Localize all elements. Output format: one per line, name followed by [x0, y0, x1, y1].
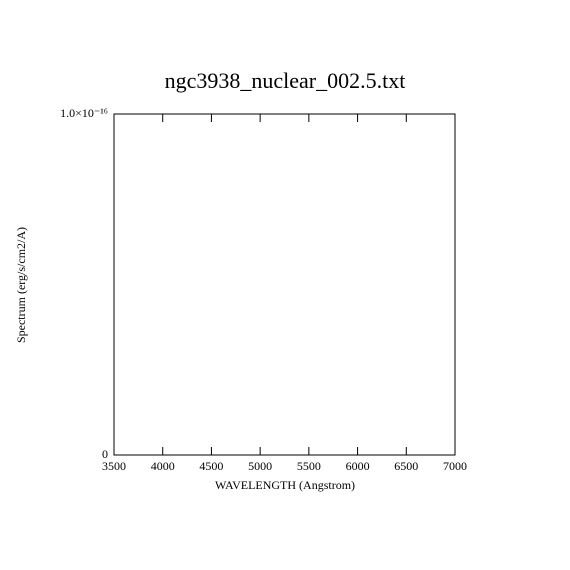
x-tick-label: 4500: [199, 459, 223, 473]
x-tick-label: 4000: [151, 459, 175, 473]
x-tick-label: 7000: [443, 459, 467, 473]
x-tick-label: 3500: [102, 459, 126, 473]
x-tick-label: 6000: [346, 459, 370, 473]
plot-frame: [113, 113, 456, 456]
x-axis-label: WAVELENGTH (Angstrom): [215, 478, 355, 492]
x-tick-label: 5000: [248, 459, 272, 473]
x-tick-label: 6500: [394, 459, 418, 473]
y-tick-label: 1.0×10⁻¹⁶: [60, 106, 108, 120]
chart-title: ngc3938_nuclear_002.5.txt: [165, 68, 406, 93]
y-tick-label: 0: [102, 447, 108, 461]
x-tick-label: 5500: [297, 459, 321, 473]
y-axis-label: Spectrum (erg/s/cm2/A): [14, 227, 28, 343]
